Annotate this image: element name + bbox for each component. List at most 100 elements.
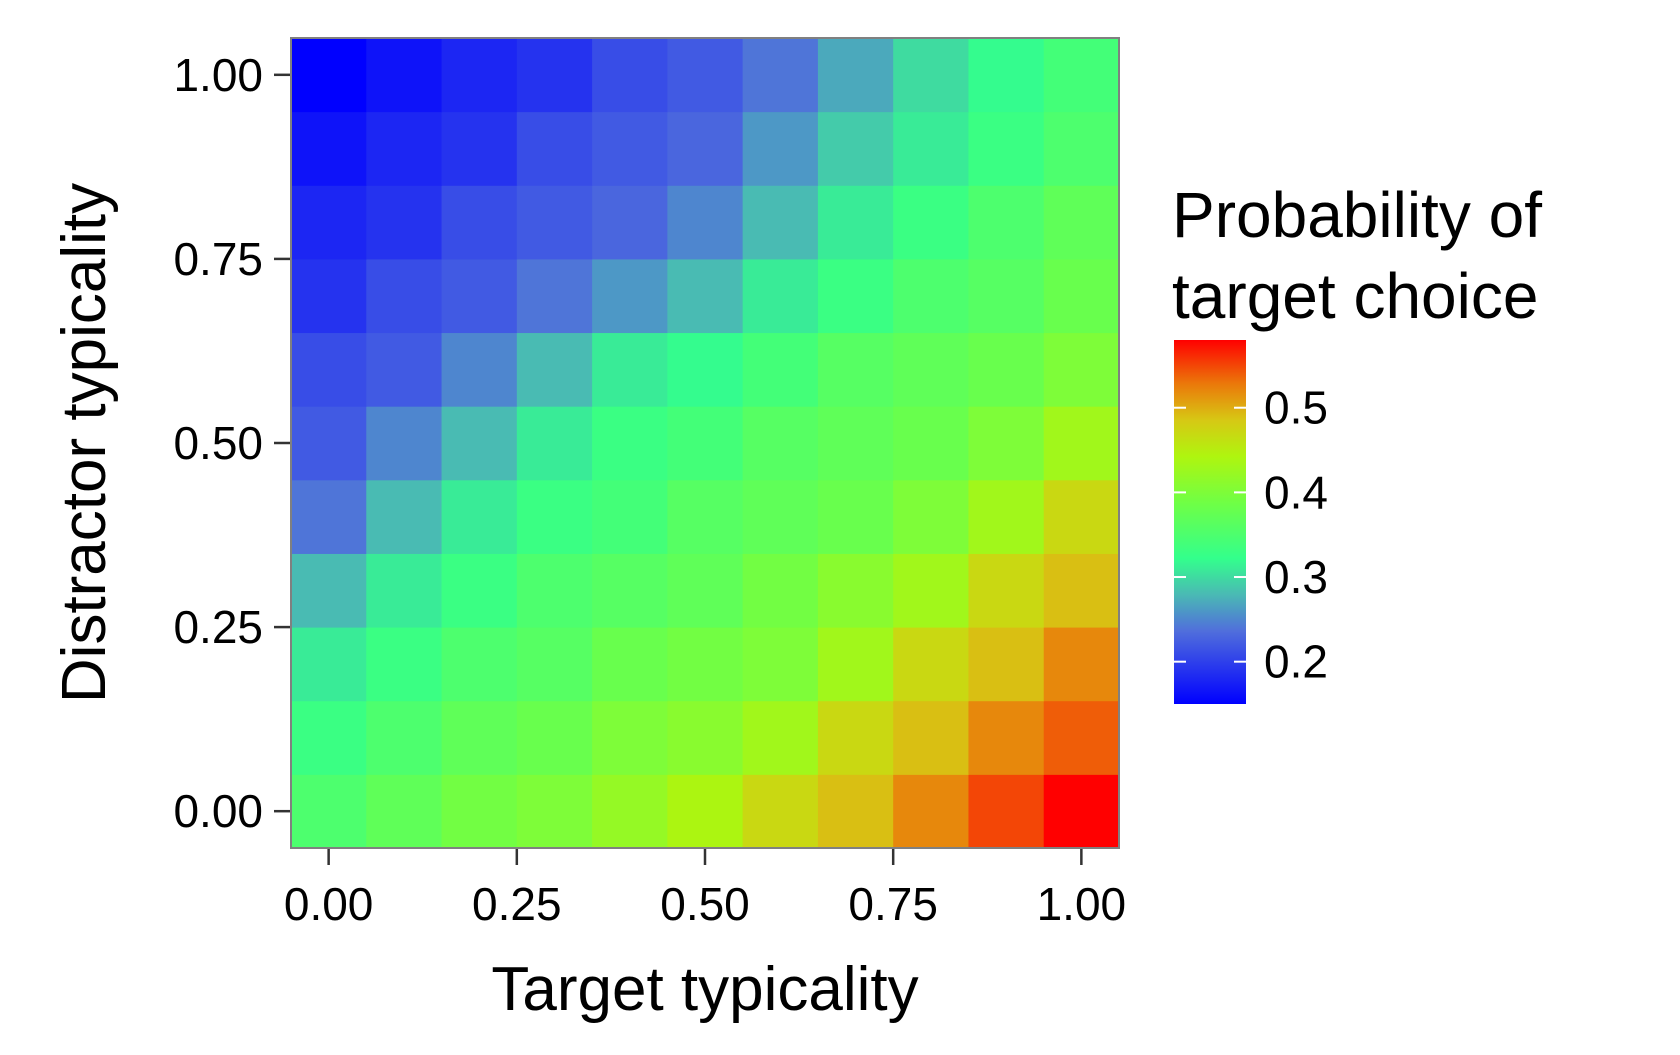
colorbar-legend: Probability of target choice 0.20.30.40.…	[1172, 179, 1542, 704]
heatmap-cell	[516, 111, 593, 186]
heatmap-cell	[441, 627, 518, 702]
heatmap-cell	[1043, 700, 1120, 775]
heatmap-cell	[667, 774, 744, 849]
heatmap-cell	[516, 332, 593, 407]
heatmap-cell	[817, 38, 894, 113]
heatmap-cell	[968, 406, 1045, 481]
heatmap-cell	[1043, 111, 1120, 186]
heatmap-cell	[667, 406, 744, 481]
heatmap-cell	[742, 700, 819, 775]
y-tick-label: 0.00	[173, 785, 263, 837]
heatmap-cell	[1043, 185, 1120, 260]
heatmap-cells	[291, 38, 1120, 849]
colorbar-tick-label: 0.4	[1264, 466, 1328, 518]
heatmap-cell	[592, 627, 668, 702]
heatmap-cell	[516, 406, 593, 481]
heatmap-cell	[893, 774, 969, 849]
heatmap-cell	[1043, 406, 1120, 481]
heatmap-cell	[1043, 38, 1120, 113]
heatmap-cell	[592, 258, 668, 334]
heatmap-cell	[893, 111, 969, 186]
heatmap-cell	[968, 479, 1045, 554]
heatmap-cell	[291, 258, 367, 334]
heatmap-cell	[667, 553, 744, 628]
heatmap-cell	[817, 111, 894, 186]
heatmap-cell	[968, 553, 1045, 628]
heatmap-cell	[592, 332, 668, 407]
x-axis: 0.00 0.25 0.50 0.75 1.00	[284, 849, 1126, 930]
heatmap-cell	[968, 700, 1045, 775]
heatmap-cell	[742, 627, 819, 702]
colorbar-tick-label: 0.5	[1264, 382, 1328, 434]
heatmap-cell	[817, 774, 894, 849]
heatmap-cell	[893, 38, 969, 113]
heatmap-cell	[291, 185, 367, 260]
y-axis: 0.00 0.25 0.50 0.75 1.00	[173, 49, 290, 837]
heatmap-cell	[742, 332, 819, 407]
heatmap-cell	[516, 774, 593, 849]
heatmap-cell	[817, 553, 894, 628]
heatmap-cell	[667, 258, 744, 334]
heatmap-cell	[441, 258, 518, 334]
heatmap-cell	[667, 111, 744, 186]
heatmap-cell	[366, 627, 443, 702]
heatmap-cell	[366, 185, 443, 260]
heatmap-cell	[1043, 553, 1120, 628]
heatmap-cell	[667, 332, 744, 407]
heatmap-cell	[893, 627, 969, 702]
heatmap-cell	[441, 700, 518, 775]
heatmap-cell	[592, 774, 668, 849]
colorbar-tick-label: 0.2	[1264, 636, 1328, 688]
heatmap-cell	[742, 38, 819, 113]
heatmap-cell	[291, 332, 367, 407]
heatmap-cell	[441, 553, 518, 628]
heatmap-cell	[516, 627, 593, 702]
heatmap-cell	[817, 479, 894, 554]
heatmap-cell	[968, 627, 1045, 702]
heatmap-cell	[893, 406, 969, 481]
heatmap-cell	[667, 700, 744, 775]
x-tick-label: 0.00	[284, 878, 374, 930]
heatmap-cell	[592, 406, 668, 481]
heatmap-cell	[1043, 332, 1120, 407]
x-tick-label: 0.50	[660, 878, 750, 930]
heatmap-cell	[742, 406, 819, 481]
heatmap-cell	[516, 258, 593, 334]
heatmap-cell	[291, 479, 367, 554]
heatmap-cell	[366, 406, 443, 481]
colorbar-tick-label: 0.3	[1264, 551, 1328, 603]
heatmap-cell	[667, 185, 744, 260]
heatmap-cell	[817, 627, 894, 702]
x-tick-label: 1.00	[1037, 878, 1127, 930]
heatmap-cell	[893, 553, 969, 628]
heatmap-cell	[366, 553, 443, 628]
heatmap-cell	[893, 700, 969, 775]
heatmap-cell	[366, 111, 443, 186]
heatmap-cell	[366, 258, 443, 334]
y-tick-label: 0.75	[173, 233, 263, 285]
heatmap-cell	[592, 38, 668, 113]
heatmap-cell	[516, 700, 593, 775]
heatmap-cell	[742, 553, 819, 628]
heatmap-cell	[893, 258, 969, 334]
colorbar	[1174, 340, 1246, 704]
x-tick-label: 0.25	[472, 878, 562, 930]
y-tick-label: 0.50	[173, 417, 263, 469]
heatmap-cell	[893, 479, 969, 554]
plot-panel-border	[290, 37, 1120, 849]
heatmap-cell	[592, 185, 668, 260]
heatmap-cell	[441, 38, 518, 113]
heatmap-cell	[817, 258, 894, 334]
colorbar-ticks: 0.2 0.3 0.4 0.5	[1174, 382, 1328, 688]
heatmap-cell	[1043, 258, 1120, 334]
heatmap-cell	[441, 774, 518, 849]
heatmap-cell	[817, 332, 894, 407]
heatmap-cell	[516, 38, 593, 113]
heatmap-cell	[291, 627, 367, 702]
heatmap-cell	[291, 553, 367, 628]
heatmap-cell	[291, 38, 367, 113]
heatmap-cell	[742, 111, 819, 186]
heatmap-cell	[968, 332, 1045, 407]
heatmap-cell	[592, 553, 668, 628]
heatmap-cell	[667, 627, 744, 702]
